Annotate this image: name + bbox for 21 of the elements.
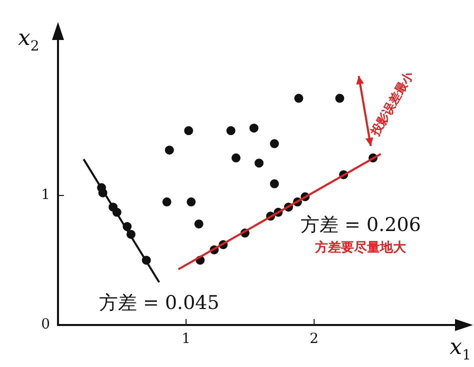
point — [194, 219, 204, 228]
point — [270, 179, 279, 188]
point — [226, 126, 236, 136]
point — [335, 94, 344, 103]
y-tick-label: 0 — [41, 316, 50, 333]
annotation: 方差要尽量地大 — [314, 239, 408, 256]
point — [294, 94, 304, 103]
point — [162, 197, 172, 206]
point — [184, 126, 194, 136]
annotation: 方差 = 0.206 — [300, 214, 421, 236]
annotation: 方差 = 0.045 — [98, 292, 220, 314]
point — [249, 124, 258, 133]
point — [270, 139, 279, 148]
y-axis-title: x$_{2}$ — [18, 26, 40, 54]
point — [164, 146, 174, 155]
point — [186, 197, 196, 206]
annotation: 投影误差最小 — [367, 68, 417, 140]
x-tick-label: 2 — [310, 331, 319, 348]
point — [232, 153, 241, 162]
point — [254, 158, 264, 168]
x-axis-title: x$_{1}$ — [450, 335, 471, 364]
